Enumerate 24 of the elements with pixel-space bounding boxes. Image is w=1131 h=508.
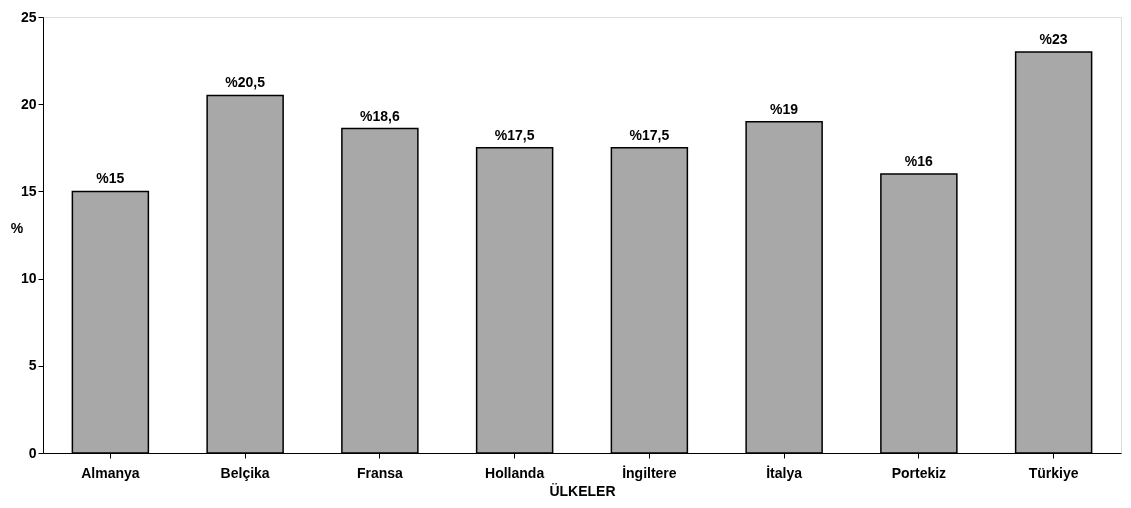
y-tick-label: 20 (20, 95, 37, 112)
x-tick-label: Fransa (356, 464, 404, 481)
x-tick-label: İtalya (766, 464, 803, 481)
x-axis-title: ÜLKELER (549, 482, 616, 499)
x-tick-label: Türkiye (1028, 464, 1079, 481)
data-label: %23 (1039, 30, 1068, 47)
data-label: %17,5 (494, 126, 535, 143)
x-tick-label: Almanya (81, 464, 140, 481)
x-tick-label: Hollanda (485, 464, 545, 481)
data-label: %20,5 (225, 74, 266, 91)
y-tick-label: 15 (20, 182, 37, 199)
x-tick-label: Belçika (220, 464, 270, 481)
y-tick-label: 0 (28, 444, 37, 461)
data-label: %19 (770, 100, 799, 117)
data-label: %16 (904, 152, 934, 169)
y-tick-label: 10 (20, 270, 37, 287)
data-label: %17,5 (629, 126, 670, 143)
data-label: %18,6 (360, 107, 400, 124)
y-tick-label: 5 (28, 357, 37, 374)
data-label: %15 (96, 170, 125, 187)
y-axis-title: % (10, 219, 24, 236)
x-tick-label: İngiltere (622, 464, 677, 481)
y-tick-label: 25 (20, 8, 37, 25)
x-tick-label: Portekiz (891, 464, 947, 481)
